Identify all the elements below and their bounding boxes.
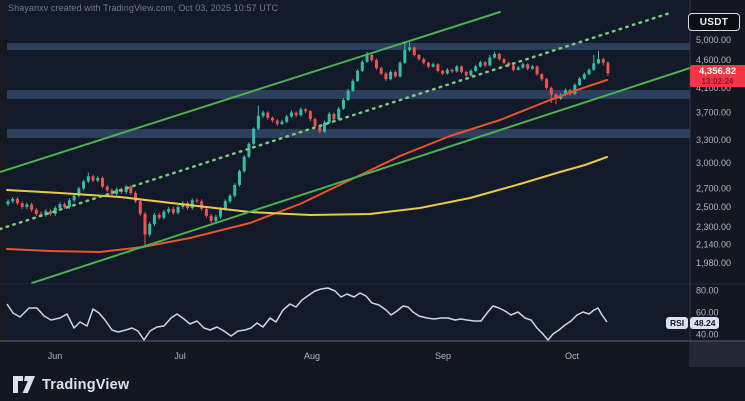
footer-bar: TradingView	[0, 368, 745, 401]
tradingview-logo-text: TradingView	[42, 376, 130, 393]
plot-background	[7, 0, 690, 341]
rsi-name-badge: RSI	[666, 317, 689, 330]
price-tick-label: 2,500.00	[696, 202, 731, 212]
rsi-tick-label: 40.00	[696, 330, 719, 340]
trendline-channel-lower	[31, 67, 691, 284]
price-tick-label: 4,100.00	[696, 83, 731, 93]
price-tick-label: 2,300.00	[696, 222, 731, 232]
quote-currency-button[interactable]: USDT	[688, 13, 740, 31]
rsi-value-badge: 48.24	[690, 317, 720, 330]
rsi-tick-label: 80.00	[696, 286, 719, 296]
tradingview-logo[interactable]: TradingView	[13, 376, 129, 393]
last-price-value: 4,356.82	[699, 66, 736, 77]
trendline-channel-upper	[0, 11, 501, 173]
rsi-value-label: RSI 48.24	[666, 317, 720, 330]
price-tick-label: 2,700.00	[696, 183, 731, 193]
month-tick-label: Aug	[304, 351, 320, 361]
last-price-label: 4,356.82 13:02:24	[690, 65, 745, 87]
ma-slow-yellow	[6, 156, 608, 216]
axis-corner	[690, 341, 745, 367]
ma-fast-orange	[6, 79, 608, 253]
price-tick-label: 3,700.00	[696, 108, 731, 118]
price-tick-label: 3,000.00	[696, 158, 731, 168]
price-tick-label: 3,300.00	[696, 135, 731, 145]
month-tick-label: Oct	[565, 351, 580, 361]
month-tick-label: Jul	[174, 351, 186, 361]
rsi-tick-label: 60.00	[696, 308, 719, 318]
support-resistance-zone	[7, 129, 690, 138]
candle-countdown: 13:02:24	[701, 76, 734, 86]
trendline-channel-mid	[0, 11, 672, 231]
price-tick-label: 5,000.00	[696, 35, 731, 45]
price-tick-label: 2,140.00	[696, 239, 731, 249]
rsi-line	[6, 287, 608, 341]
support-resistance-zone	[7, 42, 690, 50]
tradingview-logo-icon	[13, 376, 35, 393]
month-tick-label: Sep	[435, 351, 451, 361]
price-tick-label: 1,980.00	[696, 258, 731, 268]
price-tick-label: 4,600.00	[696, 55, 731, 65]
candles-group	[6, 42, 610, 245]
watermark-text: Shayanxv created with TradingView.com, O…	[8, 3, 279, 13]
month-tick-label: Jun	[48, 351, 63, 361]
